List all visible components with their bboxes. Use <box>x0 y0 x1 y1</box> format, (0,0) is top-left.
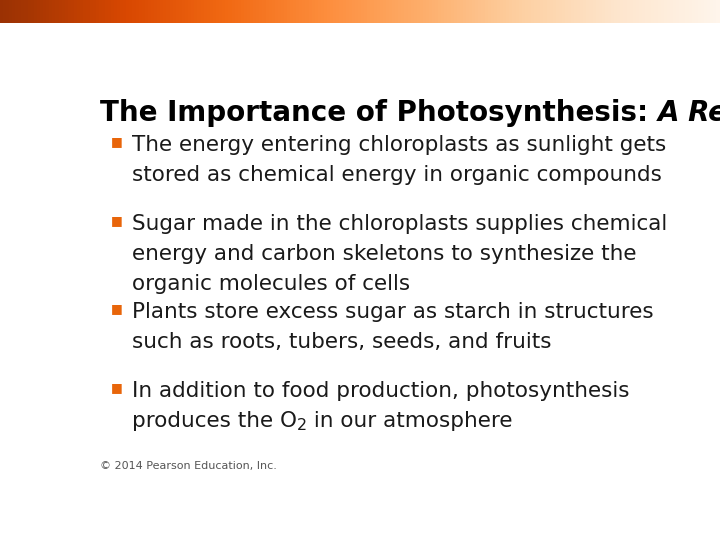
Text: ■: ■ <box>111 214 123 227</box>
Text: in our atmosphere: in our atmosphere <box>307 411 513 431</box>
Text: ■: ■ <box>111 302 123 315</box>
Text: © 2014 Pearson Education, Inc.: © 2014 Pearson Education, Inc. <box>100 462 277 471</box>
Text: produces the O: produces the O <box>132 411 297 431</box>
Text: The Importance of Photosynthesis:: The Importance of Photosynthesis: <box>100 99 658 127</box>
Text: organic molecules of cells: organic molecules of cells <box>132 274 410 294</box>
Text: The energy entering chloroplasts as sunlight gets: The energy entering chloroplasts as sunl… <box>132 136 666 156</box>
Text: ■: ■ <box>111 136 123 148</box>
Text: Sugar made in the chloroplasts supplies chemical: Sugar made in the chloroplasts supplies … <box>132 214 667 234</box>
Text: In addition to food production, photosynthesis: In addition to food production, photosyn… <box>132 381 629 401</box>
Text: 2: 2 <box>297 418 307 433</box>
Text: energy and carbon skeletons to synthesize the: energy and carbon skeletons to synthesiz… <box>132 245 636 265</box>
Text: stored as chemical energy in organic compounds: stored as chemical energy in organic com… <box>132 165 662 185</box>
Text: ■: ■ <box>111 381 123 394</box>
Text: Plants store excess sugar as starch in structures: Plants store excess sugar as starch in s… <box>132 302 654 322</box>
Text: A Review: A Review <box>658 99 720 127</box>
Text: such as roots, tubers, seeds, and fruits: such as roots, tubers, seeds, and fruits <box>132 332 552 352</box>
